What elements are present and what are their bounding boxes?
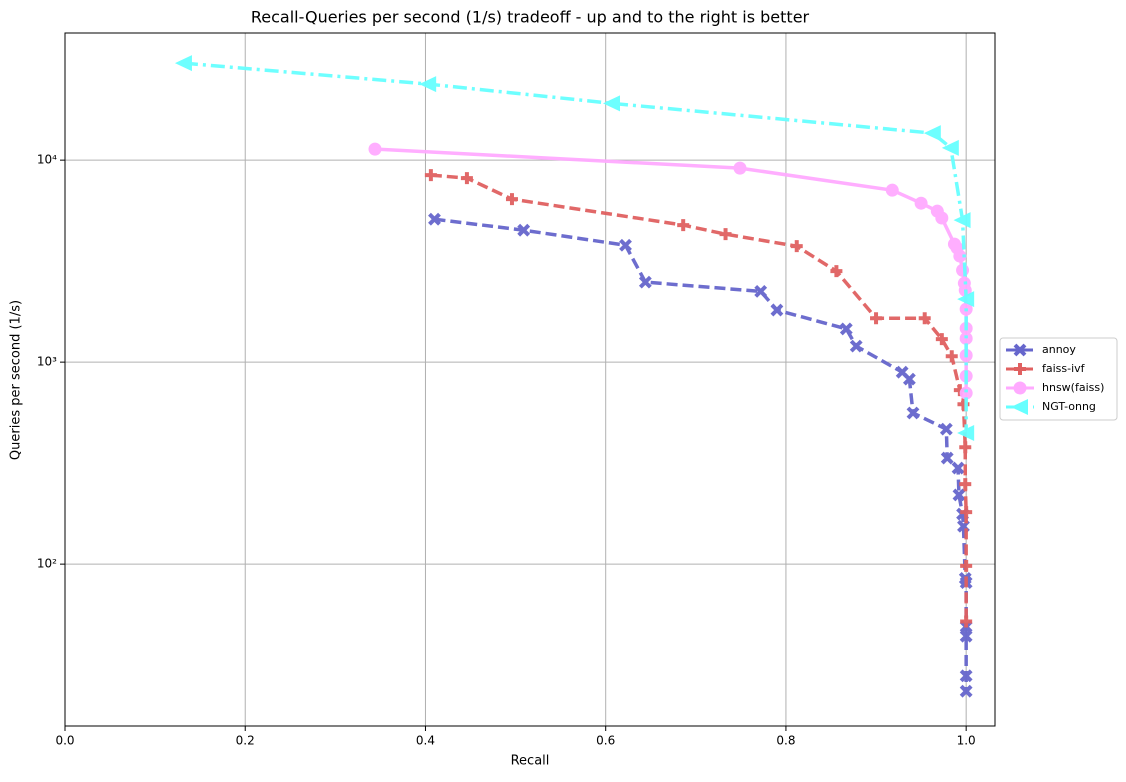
marker	[419, 76, 437, 93]
marker	[939, 422, 953, 436]
marker	[914, 196, 928, 210]
marker	[951, 461, 965, 475]
y-tick-label: 10²	[37, 557, 57, 571]
marker	[960, 506, 973, 519]
marker	[1011, 399, 1028, 415]
marker	[906, 406, 920, 420]
marker	[603, 95, 621, 112]
marker	[733, 161, 747, 175]
marker	[935, 333, 948, 346]
marker	[957, 424, 975, 441]
marker	[1013, 343, 1027, 357]
series	[174, 55, 975, 441]
marker	[174, 55, 192, 72]
y-axis-label: Queries per second (1/s)	[9, 300, 24, 460]
marker	[902, 372, 916, 386]
y-tick-label: 10³	[37, 355, 57, 369]
marker	[956, 263, 970, 277]
marker	[941, 139, 959, 156]
marker	[677, 219, 690, 232]
legend-label: annoy	[1042, 343, 1076, 356]
marker	[959, 629, 973, 643]
marker	[918, 312, 931, 325]
marker	[885, 183, 899, 197]
marker	[517, 223, 531, 237]
marker	[754, 284, 768, 298]
marker	[940, 451, 954, 465]
marker	[952, 488, 966, 502]
series-line	[434, 217, 968, 692]
marker	[959, 441, 972, 454]
marker	[923, 125, 941, 142]
marker	[1014, 363, 1026, 375]
x-tick-label: 0.2	[236, 734, 255, 748]
series	[428, 212, 973, 698]
x-tick-label: 0.4	[416, 734, 435, 748]
marker	[959, 331, 973, 345]
chart-title: Recall-Queries per second (1/s) tradeoff…	[251, 8, 810, 27]
marker	[368, 142, 382, 156]
x-tick-label: 0.8	[776, 734, 795, 748]
marker	[960, 615, 973, 628]
marker	[619, 238, 632, 252]
x-axis-label: Recall	[511, 754, 550, 769]
x-tick-label: 0.6	[596, 734, 615, 748]
marker	[960, 559, 973, 572]
marker	[638, 275, 652, 289]
marker	[935, 211, 949, 225]
marker	[945, 350, 958, 363]
marker	[839, 322, 853, 336]
marker	[424, 169, 437, 182]
marker	[1013, 381, 1027, 395]
marker	[953, 212, 971, 229]
series-line	[430, 173, 968, 622]
marker	[790, 240, 803, 253]
marker	[460, 172, 473, 185]
legend-label: hnsw(faiss)	[1042, 381, 1104, 394]
marker	[870, 312, 883, 325]
series-line	[183, 61, 968, 433]
x-tick-label: 1.0	[957, 734, 976, 748]
marker	[428, 212, 441, 226]
legend: annoy faiss-ivf hnsw(faiss) NGT-onng	[999, 337, 1118, 421]
marker	[830, 265, 843, 278]
legend-label: NGT-onng	[1042, 400, 1096, 413]
marker	[849, 339, 863, 353]
marker	[505, 193, 518, 206]
marker	[770, 303, 784, 317]
plot-frame	[64, 32, 996, 727]
x-tick-label: 0.0	[55, 734, 74, 748]
marker	[719, 228, 732, 241]
marker	[959, 478, 972, 491]
series	[424, 169, 973, 628]
marker	[957, 291, 975, 308]
legend-box	[999, 337, 1118, 421]
y-tick-label: 10⁴	[37, 153, 57, 167]
marker	[953, 249, 967, 263]
series	[368, 142, 973, 400]
legend-label: faiss-ivf	[1042, 362, 1086, 375]
marker	[959, 386, 973, 400]
marker	[959, 684, 973, 698]
marker	[959, 669, 973, 683]
